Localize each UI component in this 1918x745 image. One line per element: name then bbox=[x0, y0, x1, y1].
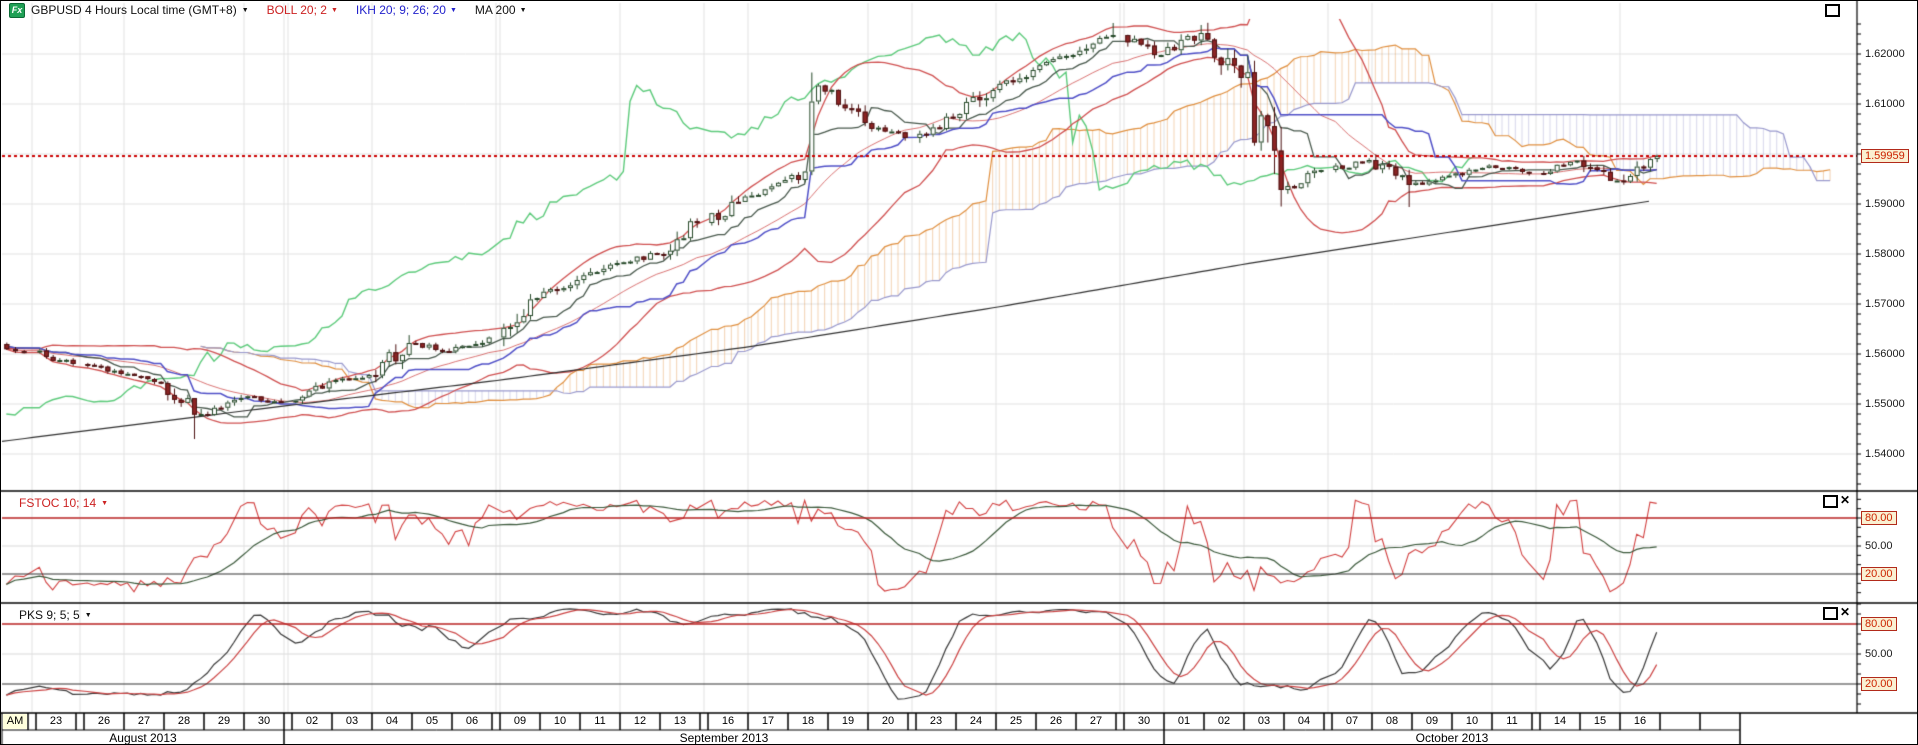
day-label: 04 bbox=[385, 715, 399, 727]
day-label: 30 bbox=[257, 715, 271, 727]
day-label: 08 bbox=[1385, 715, 1399, 727]
price-axis-label: 1.54000 bbox=[1865, 448, 1905, 460]
ma-indicator-label: MA 200 bbox=[474, 3, 516, 17]
bollinger-indicator-dropdown[interactable]: BOLL 20; 2 ▼ bbox=[267, 3, 338, 17]
fstoc-panel-label: FSTOC 10; 14 bbox=[19, 496, 97, 510]
chart-header: Fx GBPUSD 4 Hours Local time (GMT+8) ▼ B… bbox=[1, 1, 1859, 19]
price-axis-label: 1.61000 bbox=[1865, 98, 1905, 110]
price-axis-label: 1.59000 bbox=[1865, 198, 1905, 210]
chart-title: GBPUSD 4 Hours Local time (GMT+8) bbox=[31, 3, 237, 17]
chevron-down-icon[interactable]: ▼ bbox=[449, 6, 457, 14]
day-label: 30 bbox=[1137, 715, 1151, 727]
day-label: 14 bbox=[1553, 715, 1567, 727]
day-label: 04 bbox=[1297, 715, 1311, 727]
oscillator-level-label: 80.00 bbox=[1861, 617, 1897, 631]
day-label: 03 bbox=[345, 715, 359, 727]
month-label: October 2013 bbox=[1415, 731, 1489, 745]
day-label: 10 bbox=[553, 715, 567, 727]
day-label: 03 bbox=[1257, 715, 1271, 727]
day-label: 28 bbox=[177, 715, 191, 727]
day-label: 16 bbox=[721, 715, 735, 727]
price-axis-label: 1.55000 bbox=[1865, 398, 1905, 410]
day-label: 01 bbox=[1177, 715, 1191, 727]
price-axis-label: 1.56000 bbox=[1865, 348, 1905, 360]
day-label: 02 bbox=[305, 715, 319, 727]
day-label: AM bbox=[6, 715, 24, 727]
pks-close-icon[interactable]: ✕ bbox=[1840, 605, 1851, 619]
day-label: 27 bbox=[137, 715, 151, 727]
month-label: August 2013 bbox=[109, 731, 177, 745]
day-label: 25 bbox=[1009, 715, 1023, 727]
day-label: 10 bbox=[1465, 715, 1479, 727]
price-axis-label: 1.62000 bbox=[1865, 48, 1905, 60]
ma-indicator-dropdown[interactable]: MA 200 ▼ bbox=[475, 3, 527, 17]
day-label: 05 bbox=[425, 715, 439, 727]
oscillator-level-label: 20.00 bbox=[1861, 677, 1897, 691]
day-label: 13 bbox=[673, 715, 687, 727]
fx-icon: Fx bbox=[9, 2, 25, 18]
fstoc-close-icon[interactable]: ✕ bbox=[1840, 493, 1851, 507]
symbol-timeframe-dropdown[interactable]: GBPUSD 4 Hours Local time (GMT+8) ▼ bbox=[31, 3, 249, 17]
ichimoku-indicator-dropdown[interactable]: IKH 20; 9; 26; 20 ▼ bbox=[356, 3, 457, 17]
day-label: 16 bbox=[1633, 715, 1647, 727]
oscillator-level-label: 80.00 bbox=[1861, 511, 1897, 525]
minimize-button[interactable] bbox=[1825, 4, 1840, 17]
day-label: 15 bbox=[1593, 715, 1607, 727]
bollinger-indicator-label: BOLL 20; 2 bbox=[266, 3, 327, 17]
chevron-down-icon[interactable]: ▼ bbox=[101, 499, 109, 507]
oscillator-level-label: 50.00 bbox=[1865, 648, 1893, 660]
chevron-down-icon[interactable]: ▼ bbox=[241, 6, 249, 14]
chevron-down-icon[interactable]: ▼ bbox=[519, 6, 527, 14]
day-label: 26 bbox=[1049, 715, 1063, 727]
ichimoku-indicator-label: IKH 20; 9; 26; 20 bbox=[355, 3, 446, 17]
day-label: 24 bbox=[969, 715, 983, 727]
price-axis-label: 1.57000 bbox=[1865, 298, 1905, 310]
price-axis-label: 1.58000 bbox=[1865, 248, 1905, 260]
day-label: 06 bbox=[465, 715, 479, 727]
day-label: 29 bbox=[217, 715, 231, 727]
oscillator-level-label: 20.00 bbox=[1861, 567, 1897, 581]
day-label: 11 bbox=[594, 715, 606, 727]
month-label: September 2013 bbox=[679, 731, 769, 745]
day-label: 12 bbox=[633, 715, 647, 727]
oscillator-level-label: 50.00 bbox=[1865, 540, 1893, 552]
chevron-down-icon[interactable]: ▼ bbox=[84, 611, 92, 619]
day-label: 09 bbox=[1425, 715, 1439, 727]
day-label: 09 bbox=[513, 715, 527, 727]
pks-panel-label: PKS 9; 5; 5 bbox=[19, 608, 80, 622]
day-label: 23 bbox=[49, 715, 63, 727]
day-label: 23 bbox=[929, 715, 943, 727]
day-label: 27 bbox=[1089, 715, 1103, 727]
day-label: 18 bbox=[801, 715, 815, 727]
day-label: 11 bbox=[1506, 715, 1518, 727]
pks-minimize-button[interactable] bbox=[1823, 607, 1838, 620]
day-label: 02 bbox=[1217, 715, 1231, 727]
day-label: 26 bbox=[97, 715, 111, 727]
am-cell-highlight bbox=[3, 714, 27, 729]
day-label: 19 bbox=[841, 715, 855, 727]
day-label: 20 bbox=[881, 715, 895, 727]
chevron-down-icon[interactable]: ▼ bbox=[330, 6, 338, 14]
day-label: 07 bbox=[1345, 715, 1359, 727]
fstoc-minimize-button[interactable] bbox=[1823, 495, 1838, 508]
fstoc-panel-dropdown[interactable]: FSTOC 10; 14 ▼ bbox=[19, 496, 108, 510]
day-label: 17 bbox=[761, 715, 775, 727]
pks-panel-dropdown[interactable]: PKS 9; 5; 5 ▼ bbox=[19, 608, 92, 622]
current-price-label: 1.59959 bbox=[1861, 149, 1909, 164]
